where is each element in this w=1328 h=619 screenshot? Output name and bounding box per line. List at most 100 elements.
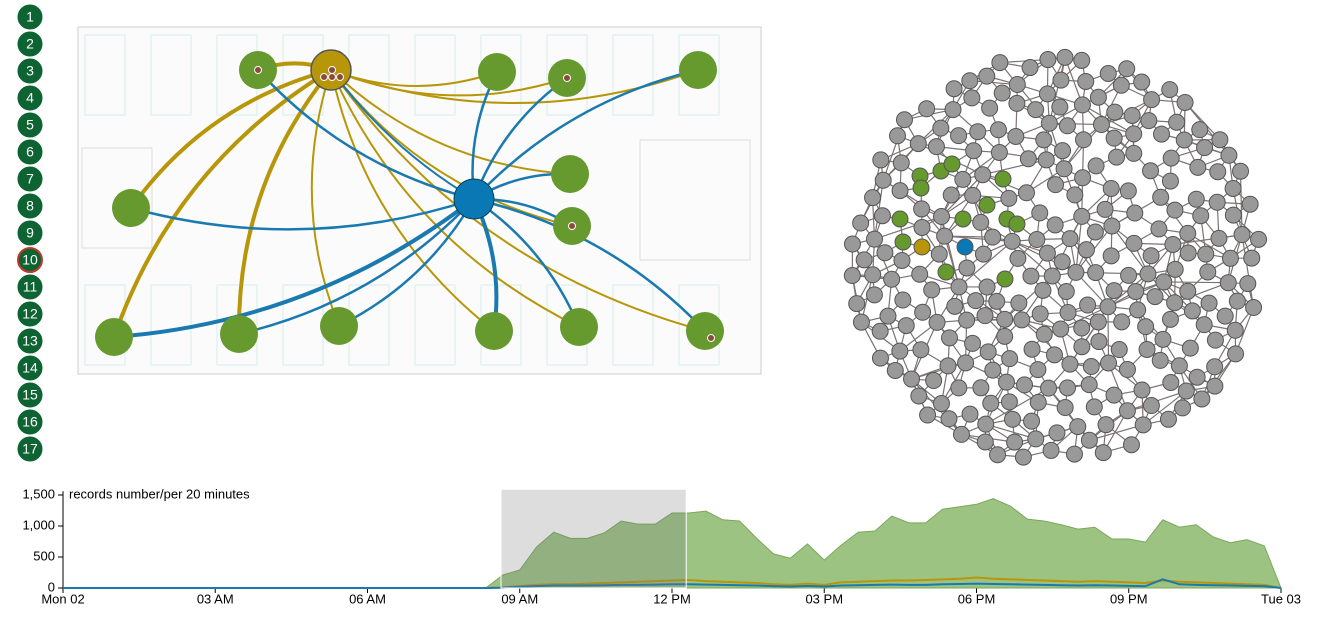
net-node[interactable]	[1232, 162, 1250, 180]
net-node[interactable]	[1038, 244, 1056, 262]
net-node[interactable]	[914, 303, 932, 321]
net-node[interactable]	[1016, 376, 1034, 394]
net-node[interactable]	[1197, 245, 1215, 263]
net-node[interactable]	[1138, 340, 1156, 358]
location-node[interactable]	[453, 178, 495, 220]
net-node[interactable]	[957, 354, 975, 372]
net-node[interactable]	[1206, 377, 1224, 395]
net-node[interactable]	[1058, 379, 1076, 397]
net-node[interactable]	[873, 207, 891, 225]
net-node[interactable]	[1073, 207, 1091, 225]
net-node[interactable]	[1099, 64, 1117, 82]
net-node[interactable]	[984, 361, 1002, 379]
location-node[interactable]	[478, 53, 516, 91]
net-node[interactable]	[943, 155, 961, 173]
net-node[interactable]	[1142, 162, 1160, 180]
net-node[interactable]	[1243, 249, 1261, 267]
net-node[interactable]	[1089, 88, 1107, 106]
net-node[interactable]	[1200, 294, 1218, 312]
net-node[interactable]	[1061, 355, 1079, 373]
net-node[interactable]	[1079, 296, 1097, 314]
net-node[interactable]	[1176, 93, 1194, 111]
net-node[interactable]	[1096, 200, 1114, 218]
net-node[interactable]	[1100, 354, 1118, 372]
net-node[interactable]	[1051, 98, 1069, 116]
net-node[interactable]	[1092, 116, 1110, 134]
net-node[interactable]	[879, 307, 897, 325]
time-button[interactable]: 11	[17, 274, 43, 300]
net-node[interactable]	[1162, 149, 1180, 167]
net-node[interactable]	[1162, 373, 1180, 391]
net-node[interactable]	[1017, 184, 1035, 202]
net-node[interactable]	[964, 186, 982, 204]
net-node[interactable]	[950, 278, 968, 296]
net-node[interactable]	[1108, 148, 1126, 166]
net-node[interactable]	[1014, 448, 1032, 466]
brush-selection[interactable]	[500, 488, 687, 589]
net-node[interactable]	[1035, 131, 1053, 149]
net-node[interactable]	[895, 111, 913, 129]
net-node[interactable]	[1170, 357, 1188, 375]
net-node[interactable]	[1056, 399, 1074, 417]
net-node[interactable]	[1089, 313, 1107, 331]
net-node[interactable]	[1009, 249, 1027, 267]
net-node[interactable]	[1146, 288, 1164, 306]
net-node[interactable]	[977, 415, 995, 433]
net-node[interactable]	[848, 295, 866, 313]
net-node[interactable]	[1250, 230, 1268, 248]
net-node[interactable]	[996, 327, 1014, 345]
net-node[interactable]	[1087, 157, 1105, 175]
net-node[interactable]	[974, 245, 992, 263]
net-node[interactable]	[923, 281, 941, 299]
net-node[interactable]	[1094, 444, 1112, 462]
net-node[interactable]	[1029, 361, 1047, 379]
net-node[interactable]	[1058, 117, 1076, 135]
net-node[interactable]	[972, 379, 990, 397]
net-node[interactable]	[989, 121, 1007, 139]
net-node[interactable]	[913, 200, 931, 218]
net-node[interactable]	[1059, 304, 1077, 322]
net-node[interactable]	[941, 329, 959, 347]
net-node[interactable]	[932, 395, 950, 413]
net-node[interactable]	[1193, 390, 1211, 408]
net-node[interactable]	[952, 425, 970, 443]
net-node[interactable]	[933, 208, 951, 226]
net-node[interactable]	[1110, 341, 1128, 359]
net-node[interactable]	[871, 349, 889, 367]
net-node[interactable]	[1196, 139, 1214, 157]
time-button[interactable]: 1	[17, 4, 43, 30]
net-node[interactable]	[1118, 402, 1136, 420]
net-node[interactable]	[891, 182, 909, 200]
net-node[interactable]	[903, 370, 921, 388]
net-node[interactable]	[894, 233, 912, 251]
net-node[interactable]	[1133, 381, 1151, 399]
net-node[interactable]	[1000, 393, 1018, 411]
net-node[interactable]	[996, 270, 1014, 288]
net-node[interactable]	[855, 251, 873, 269]
net-node[interactable]	[1125, 125, 1143, 143]
net-node[interactable]	[1155, 273, 1173, 291]
net-node[interactable]	[919, 406, 937, 424]
net-node[interactable]	[1209, 163, 1227, 181]
net-node[interactable]	[942, 186, 960, 204]
net-node[interactable]	[1073, 319, 1091, 337]
location-node[interactable]	[475, 312, 513, 350]
net-node[interactable]	[1023, 412, 1041, 430]
net-node[interactable]	[1112, 76, 1130, 94]
net-node[interactable]	[1077, 72, 1095, 90]
net-node[interactable]	[893, 251, 911, 269]
net-node[interactable]	[1142, 397, 1160, 415]
net-node[interactable]	[913, 238, 931, 256]
net-node[interactable]	[1097, 416, 1115, 434]
net-node[interactable]	[978, 196, 996, 214]
net-node[interactable]	[927, 138, 945, 156]
net-node[interactable]	[1013, 311, 1031, 329]
net-node[interactable]	[1199, 263, 1217, 281]
net-node[interactable]	[1066, 186, 1084, 204]
net-node[interactable]	[940, 410, 958, 428]
net-node[interactable]	[918, 100, 936, 118]
net-node[interactable]	[912, 179, 930, 197]
net-node[interactable]	[874, 171, 892, 189]
net-node[interactable]	[1192, 207, 1210, 225]
net-node[interactable]	[1195, 316, 1213, 334]
